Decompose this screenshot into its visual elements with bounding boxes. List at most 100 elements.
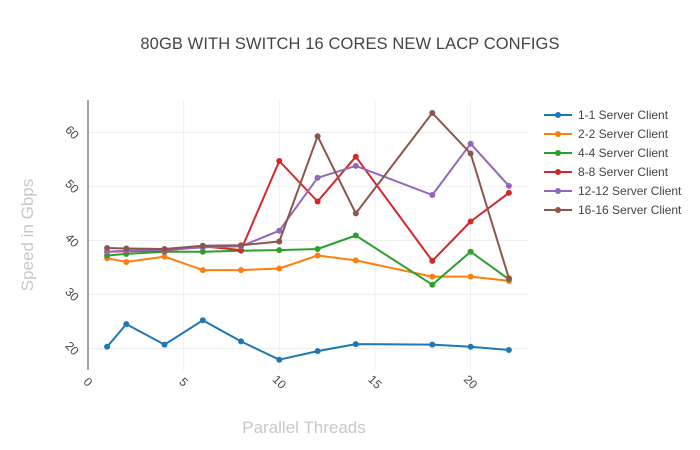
data-point	[352, 153, 359, 160]
x-tick: 5	[176, 375, 191, 390]
data-point	[276, 238, 283, 245]
legend-marker	[555, 131, 561, 137]
data-point	[161, 253, 168, 260]
data-point	[199, 248, 206, 255]
y-tick: 30	[62, 285, 82, 305]
data-point	[238, 338, 244, 345]
series-line	[107, 112, 510, 279]
x-tick: 20	[461, 372, 481, 392]
data-point	[467, 150, 474, 157]
legend-marker	[555, 188, 561, 194]
data-point	[505, 275, 512, 282]
x-tick-label: 0	[81, 375, 96, 390]
data-point	[467, 273, 474, 280]
legend-label: 4-4 Server Client	[578, 146, 669, 160]
data-point	[505, 347, 512, 353]
data-point	[505, 189, 512, 196]
legend-marker	[555, 169, 561, 175]
data-point	[314, 174, 321, 181]
legend[interactable]: 1-1 Server Client 2-2 Server Client 4-4 Se…	[544, 108, 682, 217]
x-tick-label: 10	[270, 372, 290, 392]
x-tick-label: 15	[365, 372, 385, 392]
legend-item[interactable]: 8-8 Server Client	[544, 165, 669, 179]
data-point	[429, 257, 436, 264]
legend-item[interactable]: 1-1 Server Client	[544, 108, 669, 122]
data-point	[199, 242, 206, 249]
legend-item[interactable]: 4-4 Server Client	[544, 146, 669, 160]
data-point	[467, 140, 474, 147]
data-point	[199, 267, 206, 274]
data-point	[314, 133, 321, 140]
legend-marker	[555, 112, 561, 118]
data-point	[467, 343, 474, 350]
legend-label: 2-2 Server Client	[578, 127, 669, 141]
legend-label: 8-8 Server Client	[578, 165, 669, 179]
series-line	[106, 319, 509, 361]
x-tick: 10	[270, 372, 290, 392]
data-point	[505, 182, 512, 189]
legend-label: 16-16 Server Client	[578, 203, 682, 217]
y-tick-label: 20	[62, 339, 82, 359]
y-axis-title: Speed in Gbps	[18, 178, 37, 292]
data-point	[238, 267, 244, 274]
data-point	[467, 218, 474, 225]
data-point	[238, 242, 244, 249]
data-point	[104, 245, 111, 251]
data-point	[429, 281, 436, 288]
data-point	[352, 257, 359, 264]
series-1	[104, 317, 512, 363]
data-point	[429, 341, 436, 348]
data-point	[352, 210, 359, 217]
legend-item[interactable]: 16-16 Server Client	[544, 203, 682, 217]
data-point	[314, 348, 321, 355]
data-point	[161, 341, 168, 348]
legend-label: 1-1 Server Client	[578, 108, 669, 122]
series-5	[104, 140, 512, 255]
data-point	[276, 247, 283, 254]
legend-marker	[555, 207, 561, 213]
series-line	[106, 254, 510, 282]
x-tick: 15	[365, 372, 385, 392]
data-point	[123, 259, 130, 265]
x-tick-label: 5	[176, 375, 191, 390]
data-point	[123, 321, 130, 328]
y-tick-label: 30	[62, 285, 82, 305]
data-point	[276, 227, 283, 234]
y-tick-label: 60	[62, 123, 82, 143]
data-point	[161, 246, 168, 252]
y-tick: 50	[62, 177, 82, 197]
data-point	[352, 232, 359, 239]
series-layer	[104, 110, 512, 363]
legend-label: 12-12 Server Client	[578, 184, 682, 198]
data-point	[314, 246, 321, 252]
x-tick-label: 20	[461, 372, 481, 392]
data-point	[276, 356, 283, 363]
data-point	[314, 198, 321, 205]
series-6	[104, 110, 512, 282]
x-axis-title: Parallel Threads	[242, 418, 366, 437]
data-point	[314, 252, 321, 259]
data-point	[104, 343, 111, 350]
y-tick: 40	[62, 231, 82, 251]
data-point	[467, 248, 474, 255]
data-point	[429, 110, 436, 116]
legend-item[interactable]: 12-12 Server Client	[544, 184, 682, 198]
chart-title: 80GB WITH SWITCH 16 CORES NEW LACP CONFI…	[140, 35, 560, 53]
data-point	[352, 341, 359, 348]
data-point	[352, 162, 359, 169]
data-point	[123, 245, 130, 252]
y-tick-label: 50	[62, 177, 82, 197]
data-point	[276, 265, 283, 272]
y-tick-label: 40	[62, 231, 82, 251]
legend-item[interactable]: 2-2 Server Client	[544, 127, 669, 141]
grid	[88, 100, 528, 370]
data-point	[276, 158, 283, 164]
data-point	[429, 192, 436, 198]
legend-marker	[555, 150, 561, 156]
data-point	[429, 273, 436, 280]
y-tick: 20	[62, 339, 82, 359]
y-tick: 60	[62, 123, 82, 143]
data-point	[199, 317, 206, 324]
